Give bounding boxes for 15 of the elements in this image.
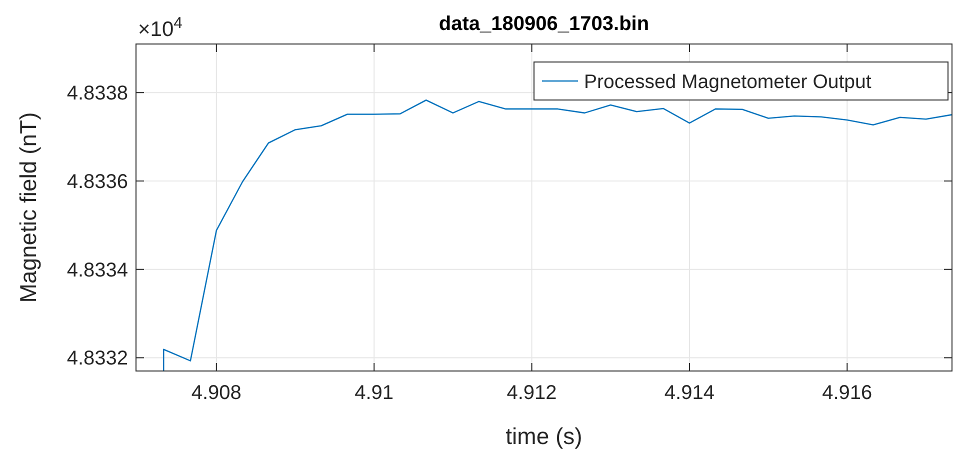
x-axis-title: time (s)	[506, 423, 582, 449]
x-tick-label: 4.91	[354, 382, 394, 404]
x-tick-label: 4.916	[822, 382, 872, 404]
y-tick-label: 4.8334	[66, 259, 128, 282]
y-tick-label: 4.8336	[66, 170, 128, 193]
x-tick-label: 4.914	[664, 382, 714, 404]
chart-title: data_180906_1703.bin	[438, 13, 650, 35]
x-tick-label: 4.912	[506, 382, 557, 404]
y-axis-title: Magnetic field (nT)	[15, 112, 41, 303]
y-tick-label: 4.8338	[66, 82, 128, 105]
text: ×10$^{4}$	[138, 14, 183, 41]
y-tick-label: 4.8332	[66, 348, 128, 370]
x-tick-label: 4.908	[191, 382, 242, 404]
line-series	[162, 99, 953, 372]
legend-label: Processed Magnetometer Output	[584, 71, 872, 93]
